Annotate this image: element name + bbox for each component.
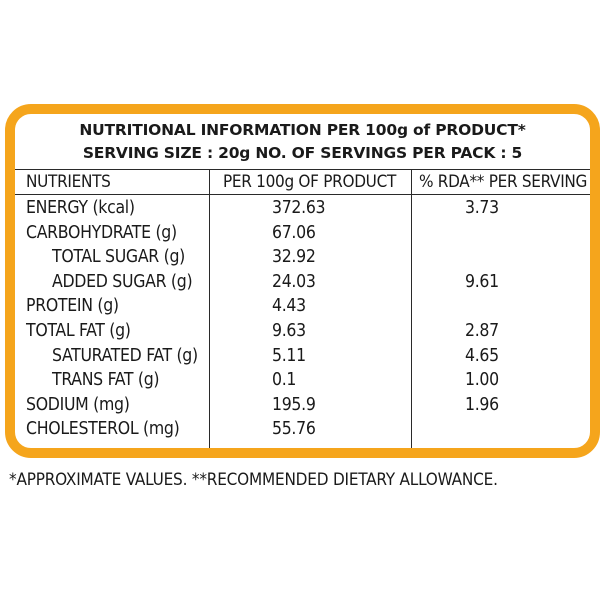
nutrient-value: 5.11: [272, 345, 306, 366]
column-header-nutrients: NUTRIENTS: [26, 172, 111, 192]
nutrient-value: 4.43: [272, 296, 306, 317]
nutrient-rda: 3.73: [465, 198, 499, 218]
table-row: SODIUM (mg) 195.9 1.96: [15, 393, 590, 418]
nutrient-name: TOTAL FAT (g): [26, 321, 131, 341]
header-bottom-rule: [15, 194, 590, 195]
table-row: ADDED SUGAR (g) 24.03 9.61: [15, 270, 590, 295]
nutrient-name: SATURATED FAT (g): [52, 345, 198, 366]
table-row: ENERGY (kcal) 372.63 3.73: [15, 196, 590, 221]
table-row: TRANS FAT (g) 0.1 1.00: [15, 368, 590, 393]
nutrient-value: 372.63: [272, 198, 326, 218]
nutrient-value: 195.9: [272, 394, 316, 415]
column-header-rda: % RDA** PER SERVING: [419, 172, 588, 192]
label-title: NUTRITIONAL INFORMATION PER 100g of PROD…: [79, 121, 526, 139]
nutrient-name: TRANS FAT (g): [52, 370, 160, 391]
nutrient-value: 67.06: [272, 222, 316, 243]
nutrient-value: 9.63: [272, 321, 306, 341]
table-row: TOTAL SUGAR (g) 32.92: [15, 245, 590, 270]
nutrient-name: ADDED SUGAR (g): [52, 271, 193, 292]
column-header-per-100g: PER 100g OF PRODUCT: [223, 172, 396, 192]
nutrient-rda: 1.96: [465, 394, 499, 415]
footnote: *APPROXIMATE VALUES. **RECOMMENDED DIETA…: [9, 470, 498, 490]
column-divider-2: [411, 169, 412, 448]
nutrient-name: ENERGY (kcal): [26, 198, 135, 218]
nutrient-name: CARBOHYDRATE (g): [26, 222, 177, 243]
table-row: SATURATED FAT (g) 5.11 4.65: [15, 344, 590, 369]
header-top-rule: [15, 169, 590, 170]
nutrient-value: 32.92: [272, 247, 316, 268]
table-row: TOTAL FAT (g) 9.63 2.87: [15, 319, 590, 344]
nutrient-value: 55.76: [272, 419, 316, 440]
nutrient-value: 0.1: [272, 370, 297, 391]
table-row: CARBOHYDRATE (g) 67.06: [15, 221, 590, 246]
nutrient-name: TOTAL SUGAR (g): [52, 247, 186, 268]
nutrition-label: NUTRITIONAL INFORMATION PER 100g of PROD…: [5, 104, 600, 458]
nutrient-name: SODIUM (mg): [26, 394, 130, 415]
table-row: CHOLESTEROL (mg) 55.76: [15, 417, 590, 442]
nutrient-name: CHOLESTEROL (mg): [26, 419, 180, 440]
nutrient-rda: 9.61: [465, 271, 499, 292]
nutrition-label-inner: NUTRITIONAL INFORMATION PER 100g of PROD…: [15, 114, 590, 448]
nutrient-value: 24.03: [272, 271, 316, 292]
table-row: PROTEIN (g) 4.43: [15, 294, 590, 319]
label-serving-info: SERVING SIZE : 20g NO. OF SERVINGS PER P…: [82, 144, 523, 162]
column-divider-1: [209, 169, 210, 448]
nutrient-rda: 4.65: [465, 345, 499, 366]
nutrient-name: PROTEIN (g): [26, 296, 119, 317]
nutrient-rda: 2.87: [465, 321, 499, 341]
nutrient-rda: 1.00: [465, 370, 499, 391]
